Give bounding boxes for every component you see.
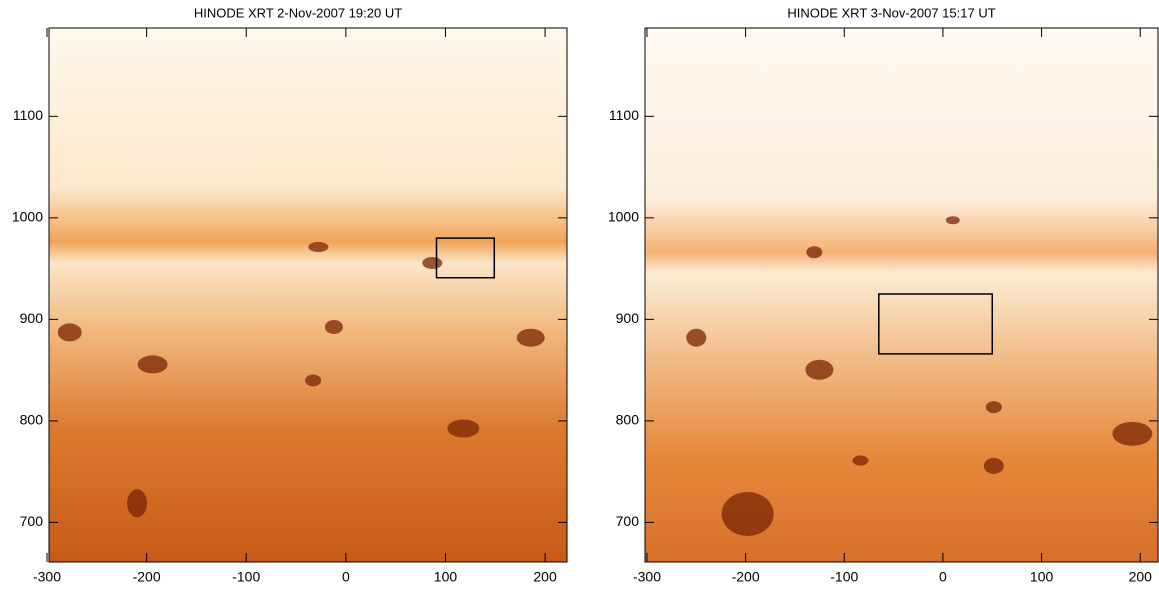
region-box	[878, 293, 994, 355]
dark-feature	[852, 455, 869, 466]
x-tick-label: -100	[830, 569, 858, 585]
y-tick-label: 700	[20, 513, 44, 529]
dark-feature	[447, 419, 480, 438]
dark-feature	[127, 489, 148, 518]
y-tick-label: 1100	[609, 107, 639, 123]
plot-frame	[644, 27, 1159, 563]
solar-image	[49, 28, 567, 562]
region-box	[435, 237, 496, 279]
plot-frame	[48, 27, 568, 563]
solar-image	[645, 28, 1158, 562]
x-tick-label: -200	[133, 569, 161, 585]
dark-feature	[805, 359, 834, 380]
dark-feature	[1112, 421, 1153, 446]
y-tick-label: 1100	[13, 107, 43, 123]
y-tick-label: 700	[616, 513, 640, 529]
x-tick-label: -100	[232, 569, 260, 585]
y-tick-label: 800	[20, 412, 44, 428]
dark-feature	[721, 491, 774, 536]
dark-feature	[516, 328, 545, 347]
x-tick-label: 0	[939, 569, 947, 585]
x-tick-label: 100	[434, 569, 458, 585]
dark-feature	[308, 241, 329, 252]
y-tick-label: 800	[616, 412, 640, 428]
panel: HINODE XRT 3-Nov-2007 15:17 UT -300 -200 -1…	[608, 5, 1159, 585]
dark-feature	[57, 323, 82, 342]
dark-feature	[985, 401, 1002, 414]
dark-feature	[422, 256, 443, 269]
panels: HINODE XRT 2-Nov-2007 19:20 UT -300 -200 -1…	[12, 5, 1159, 585]
panel-title: HINODE XRT 2-Nov-2007 19:20 UT	[194, 5, 402, 20]
dark-feature	[806, 246, 823, 259]
x-tick-label: 100	[1030, 569, 1054, 585]
dark-feature	[137, 355, 168, 374]
x-tick-label: -200	[732, 569, 760, 585]
panel: HINODE XRT 2-Nov-2007 19:20 UT -300 -200 -1…	[12, 5, 568, 585]
x-tick-label: -300	[633, 569, 661, 585]
x-tick-label: 200	[1129, 569, 1153, 585]
dark-feature	[324, 320, 343, 335]
y-tick-label: 900	[20, 310, 44, 326]
dark-feature	[983, 457, 1004, 474]
x-tick-label: -300	[33, 569, 61, 585]
y-tick-label: 900	[616, 310, 640, 326]
y-tick-label: 1000	[608, 209, 639, 225]
y-tick-label: 1000	[12, 209, 43, 225]
dark-feature	[945, 216, 960, 225]
dark-feature	[305, 374, 322, 387]
x-tick-label: 200	[533, 569, 557, 585]
x-tick-label: 0	[342, 569, 350, 585]
panel-title: HINODE XRT 3-Nov-2007 15:17 UT	[787, 5, 995, 20]
dark-feature	[686, 328, 707, 347]
